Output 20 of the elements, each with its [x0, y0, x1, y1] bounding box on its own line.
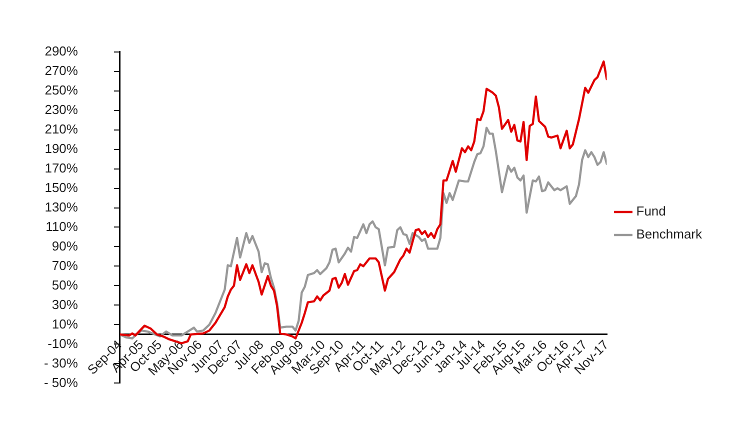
y-tick-label: 150%	[44, 180, 78, 195]
y-tick-label: 270%	[44, 62, 78, 78]
y-tick-label: - 30%	[44, 355, 78, 370]
y-tick-label: 250%	[44, 82, 78, 98]
y-tick-label: 170%	[44, 160, 78, 176]
y-tick-label: 30%	[52, 296, 78, 312]
y-tick-label: -10%	[48, 336, 78, 351]
y-tick-label: 90%	[52, 238, 78, 254]
y-tick-label: 290%	[44, 43, 78, 58]
y-tick-label: 130%	[44, 199, 78, 214]
y-tick-label: 190%	[44, 140, 78, 156]
y-tick-label: 10%	[52, 316, 78, 332]
y-tick-label: 230%	[44, 102, 78, 117]
legend-label: Fund	[636, 204, 666, 219]
y-tick-label: 50%	[52, 277, 78, 292]
y-tick-label: 210%	[44, 121, 78, 136]
legend-label: Benchmark	[636, 226, 702, 242]
y-tick-label: - 50%	[44, 374, 78, 390]
y-tick-label: 110%	[46, 218, 78, 234]
y-tick-label: 70%	[52, 258, 78, 273]
